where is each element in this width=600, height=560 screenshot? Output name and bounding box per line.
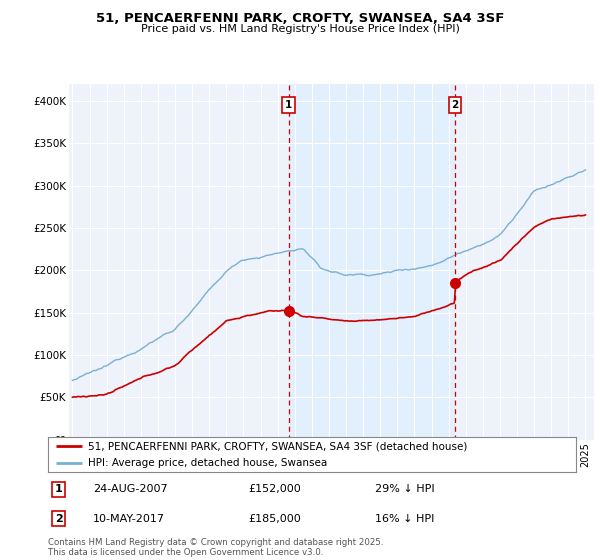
Text: HPI: Average price, detached house, Swansea: HPI: Average price, detached house, Swan… <box>88 458 327 468</box>
Text: 1: 1 <box>55 484 62 494</box>
Text: 24-AUG-2007: 24-AUG-2007 <box>93 484 167 494</box>
Text: 1: 1 <box>285 100 292 110</box>
Text: 29% ↓ HPI: 29% ↓ HPI <box>376 484 435 494</box>
Text: £185,000: £185,000 <box>248 514 301 524</box>
Text: 51, PENCAERFENNI PARK, CROFTY, SWANSEA, SA4 3SF: 51, PENCAERFENNI PARK, CROFTY, SWANSEA, … <box>96 12 504 25</box>
Text: 16% ↓ HPI: 16% ↓ HPI <box>376 514 435 524</box>
Text: 2: 2 <box>451 100 458 110</box>
Text: 51, PENCAERFENNI PARK, CROFTY, SWANSEA, SA4 3SF (detached house): 51, PENCAERFENNI PARK, CROFTY, SWANSEA, … <box>88 441 467 451</box>
Text: 10-MAY-2017: 10-MAY-2017 <box>93 514 165 524</box>
Text: Contains HM Land Registry data © Crown copyright and database right 2025.
This d: Contains HM Land Registry data © Crown c… <box>48 538 383 557</box>
Bar <box>289 84 455 440</box>
Text: 2: 2 <box>55 514 62 524</box>
Text: £152,000: £152,000 <box>248 484 301 494</box>
Text: Price paid vs. HM Land Registry's House Price Index (HPI): Price paid vs. HM Land Registry's House … <box>140 24 460 34</box>
